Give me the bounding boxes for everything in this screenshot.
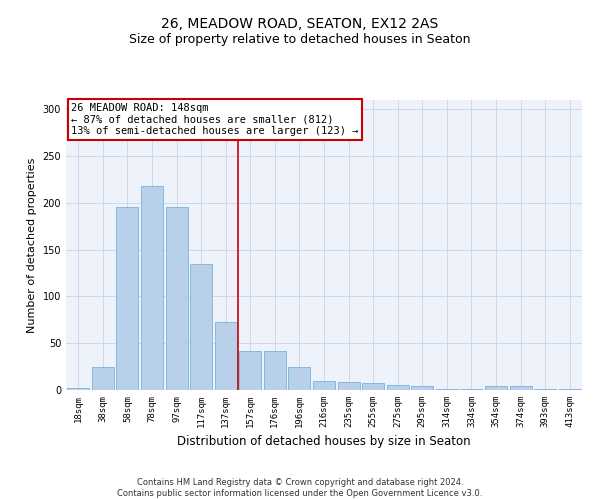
X-axis label: Distribution of detached houses by size in Seaton: Distribution of detached houses by size … bbox=[177, 436, 471, 448]
Text: 26 MEADOW ROAD: 148sqm
← 87% of detached houses are smaller (812)
13% of semi-de: 26 MEADOW ROAD: 148sqm ← 87% of detached… bbox=[71, 103, 359, 136]
Bar bbox=[264, 350, 286, 390]
Bar bbox=[338, 382, 359, 390]
Bar bbox=[239, 350, 262, 390]
Bar bbox=[485, 386, 507, 390]
Bar bbox=[460, 389, 482, 390]
Text: Contains HM Land Registry data © Crown copyright and database right 2024.
Contai: Contains HM Land Registry data © Crown c… bbox=[118, 478, 482, 498]
Bar bbox=[436, 389, 458, 390]
Bar bbox=[92, 366, 114, 390]
Bar bbox=[411, 386, 433, 390]
Bar bbox=[190, 264, 212, 390]
Bar bbox=[289, 366, 310, 390]
Bar bbox=[166, 206, 188, 390]
Bar bbox=[534, 389, 556, 390]
Bar bbox=[509, 386, 532, 390]
Bar bbox=[141, 186, 163, 390]
Bar bbox=[67, 388, 89, 390]
Text: Size of property relative to detached houses in Seaton: Size of property relative to detached ho… bbox=[129, 32, 471, 46]
Text: 26, MEADOW ROAD, SEATON, EX12 2AS: 26, MEADOW ROAD, SEATON, EX12 2AS bbox=[161, 18, 439, 32]
Bar bbox=[116, 206, 139, 390]
Bar bbox=[313, 380, 335, 390]
Bar bbox=[386, 386, 409, 390]
Y-axis label: Number of detached properties: Number of detached properties bbox=[27, 158, 37, 332]
Bar bbox=[362, 384, 384, 390]
Bar bbox=[215, 322, 237, 390]
Bar bbox=[559, 389, 581, 390]
